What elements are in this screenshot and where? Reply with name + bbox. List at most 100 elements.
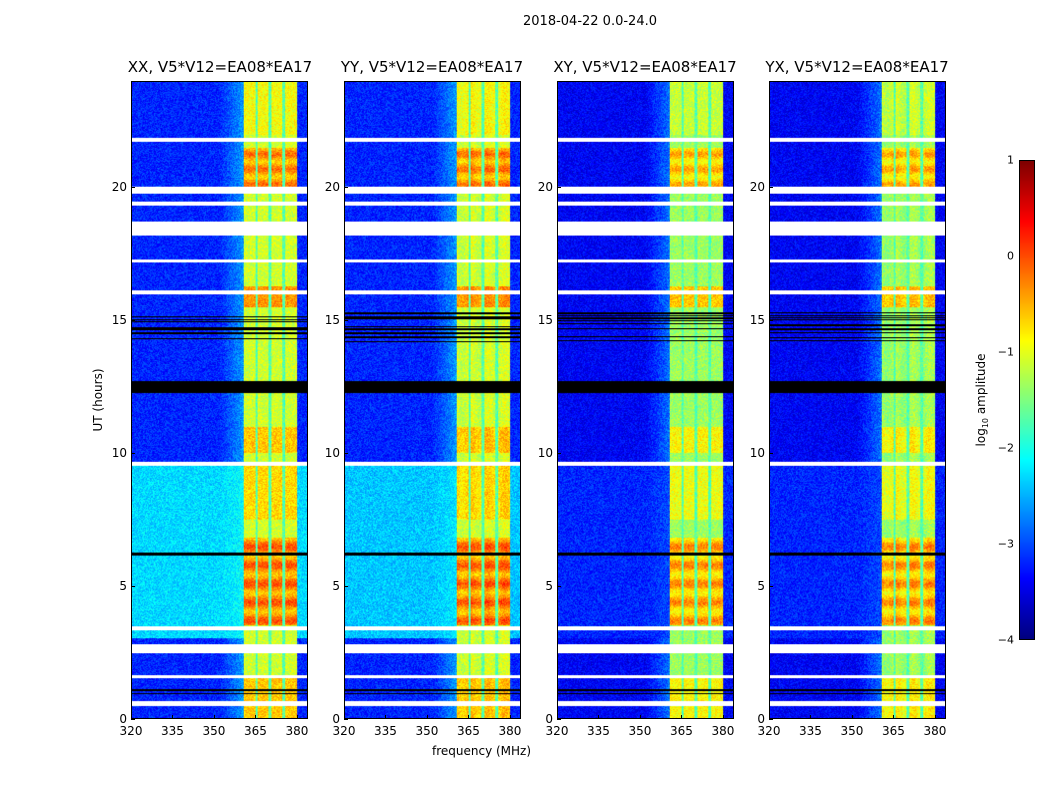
- y-tick-label: 10: [537, 446, 553, 461]
- y-tick-label: 0: [757, 712, 765, 726]
- x-tick-mark: [681, 715, 683, 719]
- heatmap-panel-xx: [131, 81, 308, 719]
- x-tick-label: 380: [711, 724, 735, 738]
- y-tick-label: 5: [545, 579, 553, 594]
- y-tick-mark: [557, 187, 561, 189]
- x-tick-mark: [893, 715, 895, 719]
- x-tick-mark: [172, 715, 174, 719]
- x-tick-mark: [598, 715, 600, 719]
- y-tick-mark: [557, 453, 561, 455]
- y-tick-label: 15: [537, 313, 553, 328]
- y-tick-mark: [769, 586, 773, 588]
- y-tick-mark: [769, 187, 773, 189]
- x-tick-mark: [385, 715, 387, 719]
- x-tick-mark: [639, 715, 641, 719]
- x-tick-label: 320: [757, 724, 781, 738]
- x-tick-mark: [557, 715, 558, 719]
- x-tick-mark: [426, 715, 428, 719]
- y-tick-label: 0: [119, 712, 127, 726]
- y-tick-label: 10: [324, 446, 340, 461]
- y-tick-label: 20: [111, 180, 127, 195]
- y-tick-label: 0: [332, 712, 340, 726]
- figure-title: 2018-04-22 0.0-24.0: [523, 14, 657, 29]
- x-tick-label: 365: [457, 724, 480, 738]
- x-tick-mark: [344, 715, 345, 719]
- x-tick-mark: [296, 715, 298, 719]
- colorbar-label: log10 amplitude: [973, 353, 991, 447]
- x-tick-label: 380: [923, 724, 947, 738]
- y-tick-mark: [131, 453, 135, 455]
- y-tick-label: 5: [757, 579, 765, 594]
- x-tick-mark: [468, 715, 470, 719]
- x-tick-label: 365: [670, 724, 693, 738]
- y-tick-mark: [557, 719, 561, 720]
- y-tick-label: 10: [749, 446, 765, 461]
- x-tick-label: 320: [119, 724, 143, 738]
- x-tick-mark: [722, 715, 724, 719]
- x-axis-label: frequency (MHz): [432, 744, 532, 758]
- y-tick-mark: [344, 453, 348, 455]
- panel-title-xx: XX, V5*V12=EA08*EA17: [127, 58, 313, 76]
- y-tick-label: 10: [111, 446, 127, 461]
- x-tick-mark: [509, 715, 511, 719]
- x-tick-label: 350: [840, 724, 864, 738]
- x-tick-mark: [851, 715, 853, 719]
- x-tick-label: 365: [882, 724, 905, 738]
- x-tick-label: 365: [244, 724, 267, 738]
- y-tick-mark: [557, 586, 561, 588]
- y-tick-mark: [769, 453, 773, 455]
- y-tick-label: 5: [332, 579, 340, 594]
- x-tick-mark: [810, 715, 812, 719]
- y-tick-mark: [769, 719, 773, 720]
- heatmap-panel-yy: [344, 81, 521, 719]
- x-tick-label: 335: [374, 724, 397, 738]
- colorbar-tick-label: −2: [997, 441, 1014, 455]
- x-tick-label: 350: [415, 724, 439, 738]
- x-tick-label: 320: [332, 724, 356, 738]
- x-tick-label: 335: [587, 724, 610, 738]
- y-tick-mark: [557, 320, 561, 322]
- y-tick-mark: [131, 719, 135, 720]
- y-tick-mark: [131, 586, 135, 588]
- y-axis-label: UT (hours): [91, 368, 105, 432]
- panel-title-xy: XY, V5*V12=EA08*EA17: [553, 58, 737, 76]
- x-tick-label: 335: [161, 724, 184, 738]
- heatmap-panel-xy: [557, 81, 734, 719]
- x-tick-mark: [131, 715, 132, 719]
- colorbar-tick-label: −1: [997, 345, 1014, 359]
- x-tick-mark: [769, 715, 770, 719]
- x-tick-mark: [255, 715, 257, 719]
- y-tick-label: 15: [749, 313, 765, 328]
- heatmap-panel-yx: [769, 81, 946, 719]
- colorbar-tick-label: 0: [1007, 249, 1014, 263]
- x-tick-mark: [213, 715, 215, 719]
- y-tick-label: 20: [537, 180, 553, 195]
- panel-title-yx: YX, V5*V12=EA08*EA17: [765, 58, 949, 76]
- colorbar-tick-label: −3: [997, 537, 1014, 551]
- y-tick-label: 15: [111, 313, 127, 328]
- x-tick-label: 380: [498, 724, 522, 738]
- x-tick-label: 320: [545, 724, 569, 738]
- colorbar-tick-label: −4: [997, 633, 1014, 647]
- y-tick-mark: [344, 320, 348, 322]
- colorbar-tick-label: 1: [1007, 153, 1014, 167]
- y-tick-mark: [131, 187, 135, 189]
- panel-title-yy: YY, V5*V12=EA08*EA17: [340, 58, 524, 76]
- x-tick-label: 380: [285, 724, 309, 738]
- y-tick-mark: [344, 586, 348, 588]
- y-tick-mark: [769, 320, 773, 322]
- colorbar: [1019, 160, 1035, 640]
- y-tick-label: 20: [749, 180, 765, 195]
- x-tick-label: 350: [202, 724, 226, 738]
- y-tick-label: 0: [545, 712, 553, 726]
- y-tick-mark: [344, 719, 348, 720]
- y-tick-label: 5: [119, 579, 127, 594]
- y-tick-label: 20: [324, 180, 340, 195]
- x-tick-mark: [934, 715, 936, 719]
- y-tick-mark: [344, 187, 348, 189]
- x-tick-label: 350: [628, 724, 652, 738]
- y-tick-label: 15: [324, 313, 340, 328]
- x-tick-label: 335: [799, 724, 822, 738]
- y-tick-mark: [131, 320, 135, 322]
